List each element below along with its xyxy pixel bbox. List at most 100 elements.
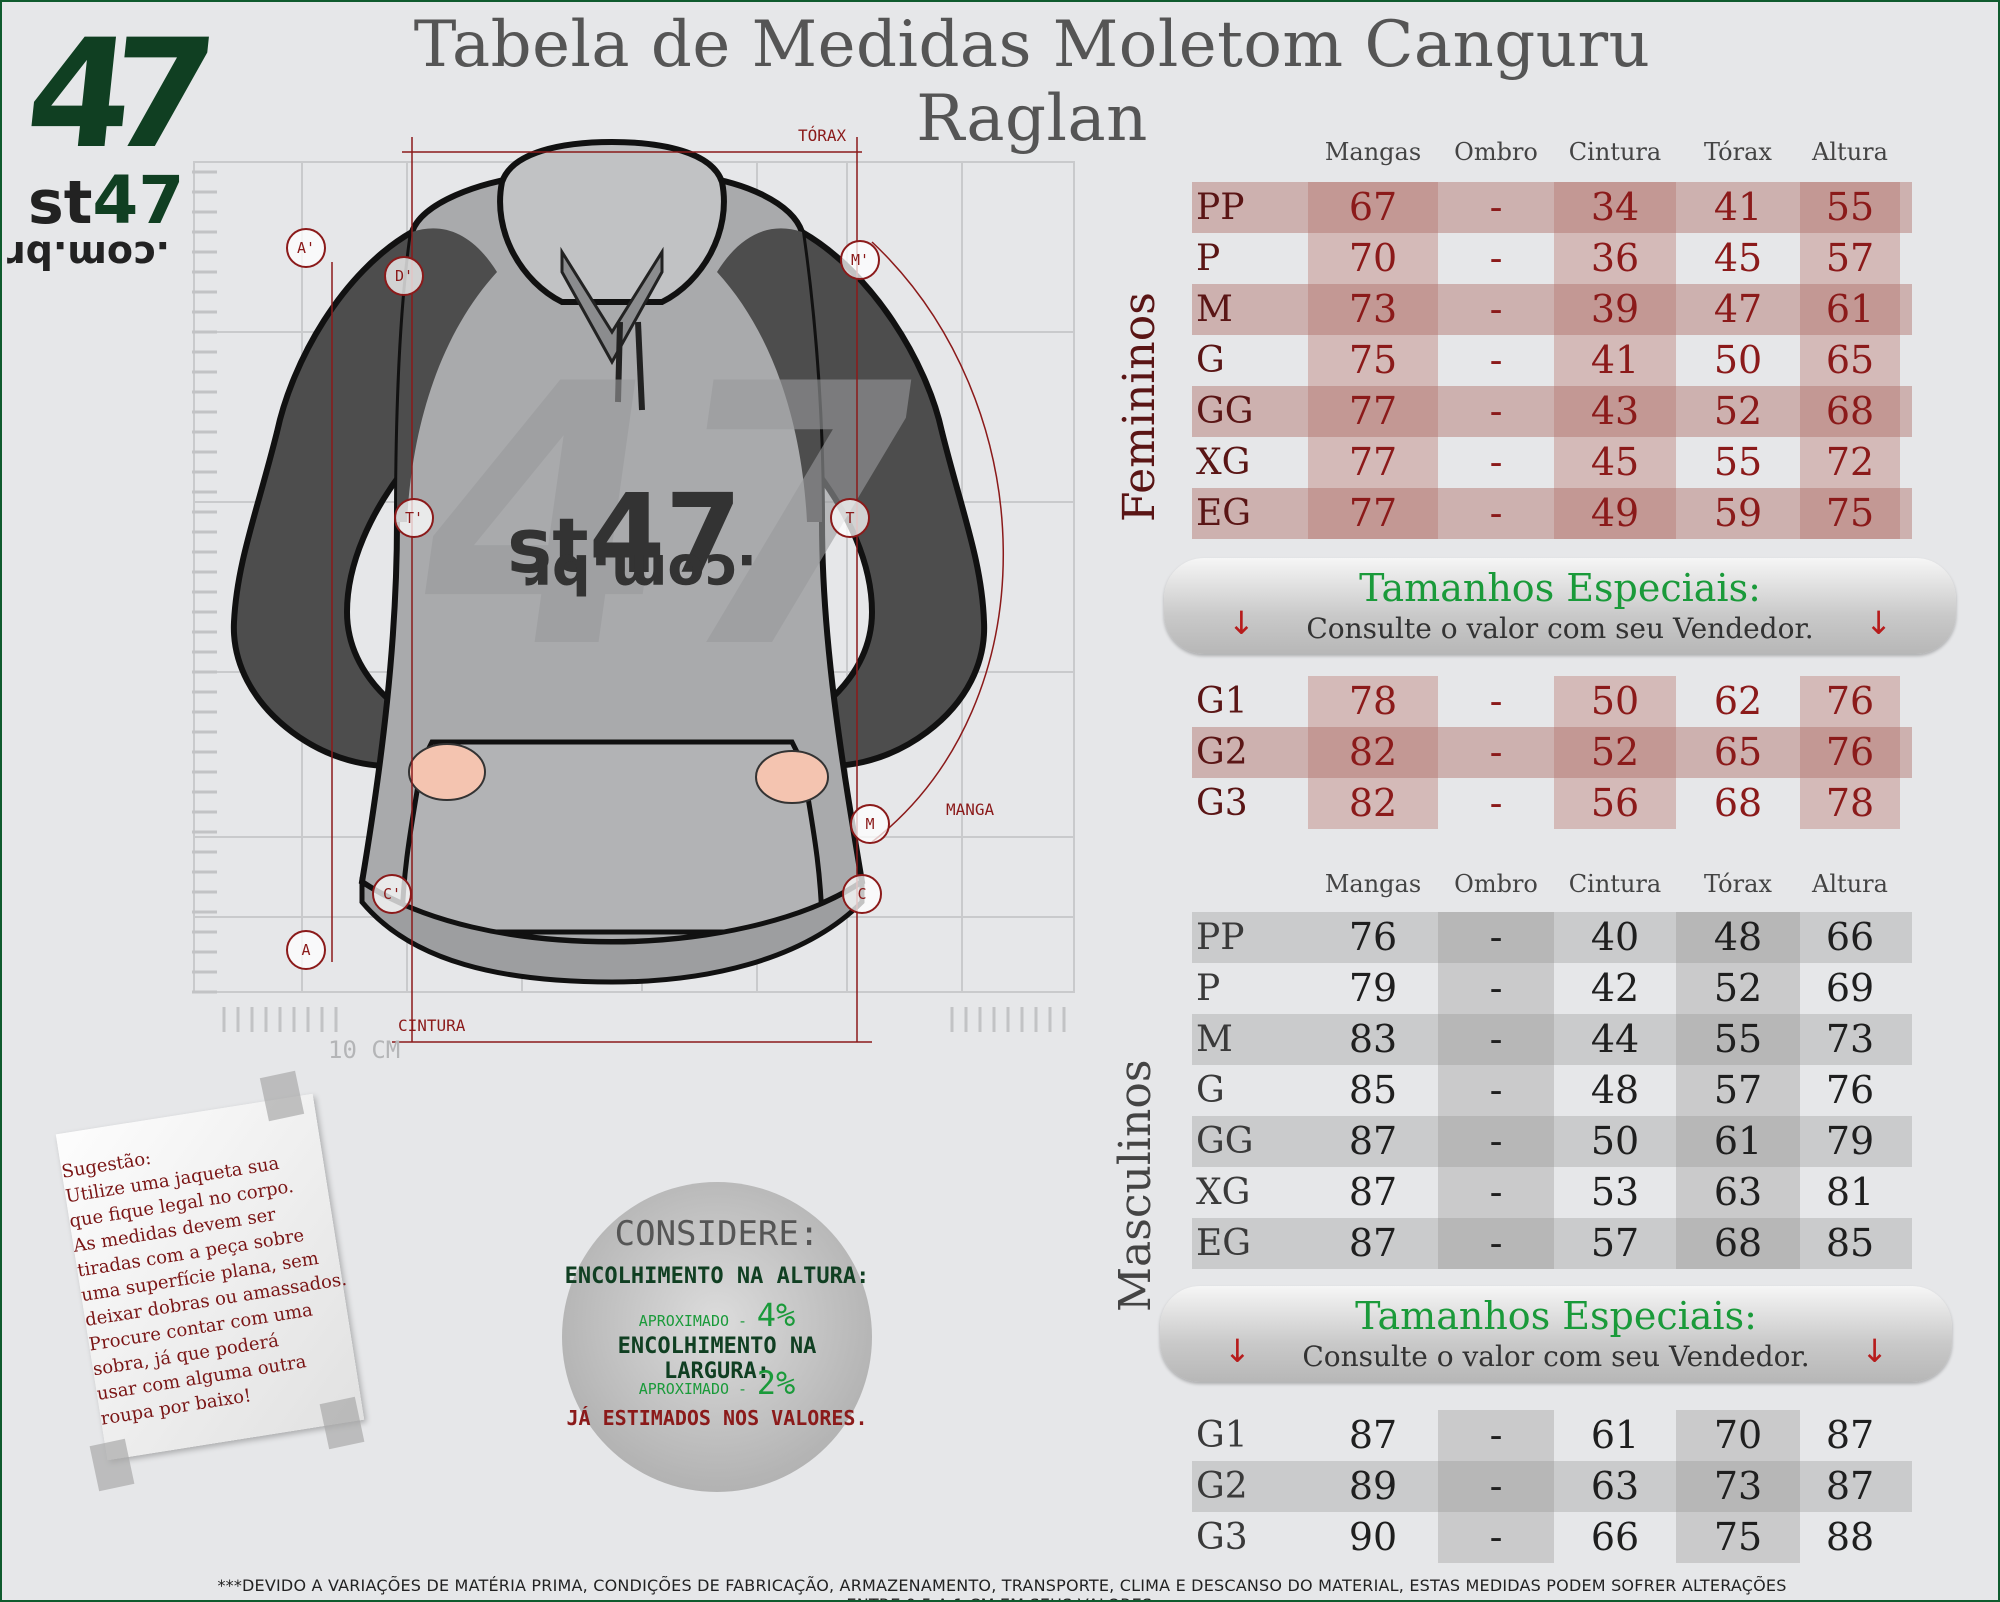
measure-cell: 76	[1348, 915, 1398, 959]
measure-cell: -	[1489, 966, 1503, 1010]
measurement-marker: A'	[286, 228, 326, 268]
measure-cell: 57	[1590, 1221, 1640, 1265]
measure-cell: 78	[1348, 679, 1398, 723]
table-row: G 85 - 48 57 76	[1192, 1065, 1912, 1116]
column-shade	[1554, 182, 1676, 539]
measure-cell: -	[1489, 440, 1503, 484]
drawstring-right	[635, 321, 645, 411]
column-shade	[1676, 912, 1800, 1269]
hoodie-logo-domain: .com.br	[525, 542, 757, 605]
measure-cell: 47	[1713, 287, 1763, 331]
measure-cell: 79	[1348, 966, 1398, 1010]
measurement-marker: C'	[372, 874, 412, 914]
size-label: M	[1196, 1019, 1233, 1060]
down-arrow-icon: ↓	[1224, 1332, 1251, 1370]
femininos-special-title: Tamanhos Especiais:	[1359, 566, 1761, 610]
size-label: PP	[1196, 187, 1245, 228]
drawstring-left	[615, 321, 623, 403]
right-sleeve	[793, 226, 988, 769]
left-hand	[408, 743, 486, 801]
measure-cell: -	[1489, 781, 1503, 825]
logo-brand-text: st	[28, 168, 93, 238]
size-label: XG	[1196, 442, 1251, 483]
measure-cell: 75	[1825, 491, 1875, 535]
column-shade	[1308, 182, 1438, 539]
column-header: Ombro	[1454, 138, 1538, 166]
size-label: P	[1196, 968, 1221, 1009]
measure-cell: 77	[1348, 491, 1398, 535]
measure-cell: 72	[1825, 440, 1875, 484]
measure-cell: 59	[1713, 491, 1763, 535]
measure-cell: -	[1489, 1515, 1503, 1559]
down-arrow-icon: ↓	[1861, 1332, 1888, 1370]
measure-cell: 61	[1825, 287, 1875, 331]
size-label: G	[1196, 1070, 1225, 1111]
table-row: GG 77 - 43 52 68	[1192, 386, 1912, 437]
table-row: M 73 - 39 47 61	[1192, 284, 1912, 335]
approx2-value: 2%	[756, 1364, 796, 1402]
ruler-ticks	[192, 170, 1066, 1032]
measure-cell: 34	[1590, 185, 1640, 229]
measure-cell: -	[1489, 679, 1503, 723]
femininos-special-subtitle: Consulte o valor com seu Vendedor.	[1306, 612, 1814, 645]
measure-cell: 44	[1590, 1017, 1640, 1061]
measure-cell: 55	[1825, 185, 1875, 229]
measure-cell: 68	[1713, 781, 1763, 825]
table-row: M 83 - 44 55 73	[1192, 1014, 1912, 1065]
masculinos-label: Masculinos	[1110, 1059, 1161, 1312]
neck-opening	[560, 246, 664, 366]
consider-approx1: APROXIMADO - 4%	[562, 1296, 872, 1334]
measure-cell: 77	[1348, 389, 1398, 433]
measure-cell: 75	[1713, 1515, 1763, 1559]
measure-cell: -	[1489, 491, 1503, 535]
measure-cell: 70	[1348, 236, 1398, 280]
column-shade	[1800, 182, 1900, 539]
size-label: M	[1196, 289, 1233, 330]
size-label: G	[1196, 340, 1225, 381]
table-row: EG 87 - 57 68 85	[1192, 1218, 1912, 1269]
column-header: Cintura	[1568, 870, 1662, 898]
measure-cell: 61	[1590, 1413, 1640, 1457]
measure-cell: 69	[1825, 966, 1875, 1010]
consider-line1: ENCOLHIMENTO NA ALTURA:	[564, 1264, 870, 1289]
measure-cell: 90	[1348, 1515, 1398, 1559]
femininos-table: Mangas Ombro Cintura Tórax Altura PP 67 - 34 41 55…	[1192, 134, 1912, 554]
measure-cell: 65	[1713, 730, 1763, 774]
down-arrow-icon: ↓	[1228, 604, 1255, 642]
masculinos-special-title: Tamanhos Especiais:	[1355, 1294, 1757, 1338]
measure-cell: -	[1489, 1170, 1503, 1214]
measurement-marker: T	[830, 498, 870, 538]
approx2-label: APROXIMADO -	[638, 1380, 748, 1398]
measure-cell: 52	[1590, 730, 1640, 774]
measure-cell: 87	[1348, 1170, 1398, 1214]
table-row: G2 89 - 63 73 87	[1192, 1461, 1912, 1512]
hoodie-logo-brand: st47	[507, 470, 742, 598]
measure-cell: 50	[1590, 679, 1640, 723]
measure-cell: 50	[1713, 338, 1763, 382]
measure-cell: -	[1489, 730, 1503, 774]
raglan-left	[397, 228, 497, 523]
measure-cell: -	[1489, 1017, 1503, 1061]
size-label: XG	[1196, 1172, 1251, 1213]
measure-cell: 87	[1825, 1464, 1875, 1508]
table-row: XG 77 - 45 55 72	[1192, 437, 1912, 488]
label-cintura: CINTURA	[398, 1016, 466, 1035]
measure-cell: 57	[1713, 1068, 1763, 1112]
measure-cell: 36	[1590, 236, 1640, 280]
measure-cell: 73	[1348, 287, 1398, 331]
hoodie-logo-st: st	[507, 501, 589, 590]
raglan-right	[717, 228, 822, 523]
column-header: Altura	[1812, 138, 1888, 166]
consider-circle: CONSIDERE: ENCOLHIMENTO NA ALTURA: APROX…	[562, 1182, 872, 1492]
approx1-label: APROXIMADO -	[638, 1312, 748, 1330]
column-shade	[1676, 1410, 1800, 1563]
measure-cell: 62	[1713, 679, 1763, 723]
table-row: PP 76 - 40 48 66	[1192, 912, 1912, 963]
size-label: G1	[1196, 1415, 1248, 1456]
size-label: GG	[1196, 1121, 1254, 1162]
measure-cell: 88	[1825, 1515, 1875, 1559]
measure-cell: 66	[1590, 1515, 1640, 1559]
table-row: P 70 - 36 45 57	[1192, 233, 1912, 284]
table-row: G3 82 - 56 68 78	[1192, 778, 1912, 829]
